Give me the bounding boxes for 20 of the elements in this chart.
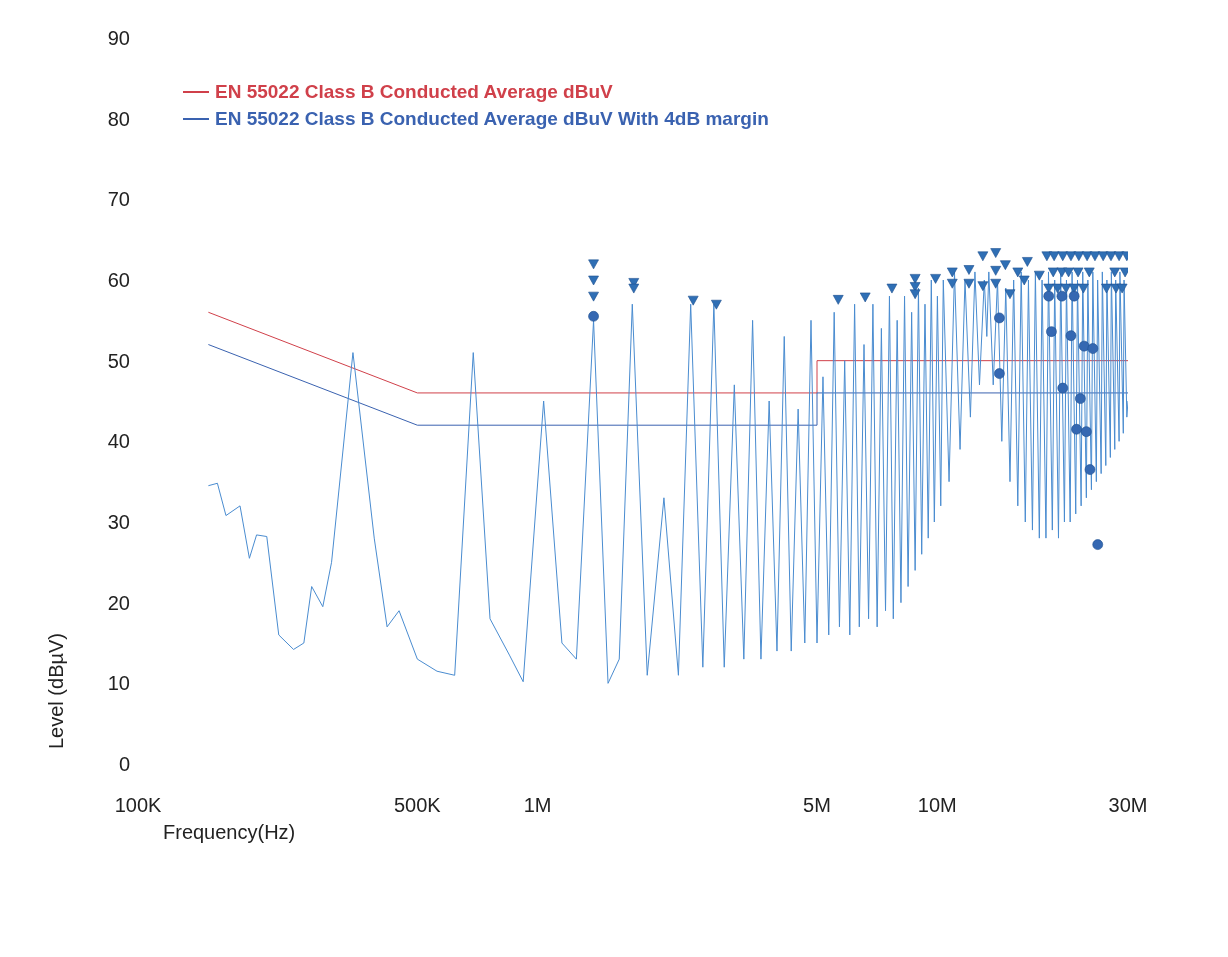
x-tick-label: 1M xyxy=(523,794,552,817)
y-tick-label: 40 xyxy=(107,430,130,453)
x-tick-label: 5M xyxy=(803,794,831,817)
y-axis-title: Level (dBµV) xyxy=(45,632,67,749)
x-tick-label: 100K xyxy=(114,794,163,817)
y-tick-label: 60 xyxy=(107,269,130,292)
x-tick-label: 500K xyxy=(393,794,442,817)
y-tick-label: 50 xyxy=(107,349,130,372)
y-tick-label: 70 xyxy=(107,188,130,211)
legend-label: EN 55022 Class B Conducted Average dBuV With 4dB margin xyxy=(215,107,769,131)
y-tick-label: 90 xyxy=(107,27,130,50)
x-tick-label: 30M xyxy=(1108,794,1148,817)
x-tick-label: 10M xyxy=(917,794,957,817)
y-tick-label: 80 xyxy=(107,107,130,130)
legend-label: EN 55022 Class B Conducted Average dBuV xyxy=(215,80,613,104)
y-tick-label: 30 xyxy=(107,511,130,534)
y-tick-label: 20 xyxy=(107,591,130,614)
y-tick-label: 10 xyxy=(107,672,130,695)
y-tick-label: 0 xyxy=(118,753,130,776)
x-axis-title: Frequency(Hz) xyxy=(163,821,296,843)
